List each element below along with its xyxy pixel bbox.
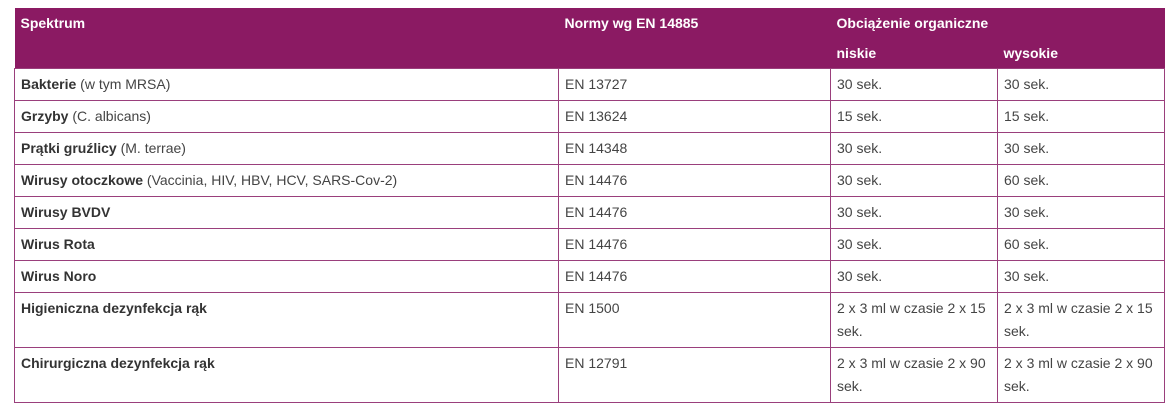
low-load-cell: 30 sek. (830, 260, 998, 293)
table-row: Grzyby (C. albicans) EN 13624 15 sek. 15 se… (14, 100, 1165, 133)
spectrum-table: Spektrum Normy wg EN 14885 Obciążenie or… (14, 8, 1165, 403)
high-load-cell: 2 x 3 ml w czasie 2 x 15 sek. (997, 292, 1165, 348)
norm-cell: EN 12791 (558, 347, 831, 403)
spectrum-note: (w tym MRSA) (80, 76, 171, 92)
header-cell: Obciążenie organiczne (830, 8, 1165, 38)
low-load-cell: 2 x 3 ml w czasie 2 x 15 sek. (830, 292, 998, 348)
header-cell: Spektrum (14, 8, 559, 69)
spectrum-cell: Bakterie (w tym MRSA) (14, 68, 559, 101)
spectrum-name: Chirurgiczna dezynfekcja rąk (21, 355, 215, 371)
spectrum-note: (C. albicans) (72, 108, 151, 124)
low-load-cell: 30 sek. (830, 164, 998, 197)
spectrum-name: Higieniczna dezynfekcja rąk (21, 300, 207, 316)
spectrum-cell: Grzyby (C. albicans) (14, 100, 559, 133)
spectrum-cell: Prątki gruźlicy (M. terrae) (14, 132, 559, 165)
norm-cell: EN 13727 (558, 68, 831, 101)
norm-cell: EN 14476 (558, 260, 831, 293)
norm-cell: EN 14476 (558, 196, 831, 229)
low-load-cell: 30 sek. (830, 68, 998, 101)
header-cell: Normy wg EN 14885 (558, 8, 831, 69)
high-load-cell: 30 sek. (997, 196, 1165, 229)
spectrum-name: Prątki gruźlicy (21, 140, 117, 156)
spectrum-cell: Wirus Noro (14, 260, 559, 293)
table-row: Wirus Noro EN 14476 30 sek. 30 sek. (14, 260, 1165, 293)
table-row: Wirusy otoczkowe (Vaccinia, HIV, HBV, HC… (14, 164, 1165, 197)
norm-cell: EN 13624 (558, 100, 831, 133)
norm-cell: EN 14476 (558, 164, 831, 197)
low-load-cell: 30 sek. (830, 196, 998, 229)
spectrum-name: Wirusy BVDV (21, 204, 111, 220)
spectrum-cell: Higieniczna dezynfekcja rąk (14, 292, 559, 348)
header-cell: niskie (830, 38, 998, 69)
low-load-cell: 15 sek. (830, 100, 998, 133)
table-row: Wirus Rota EN 14476 30 sek. 60 sek. (14, 228, 1165, 261)
spectrum-note: (Vaccinia, HIV, HBV, HCV, SARS-Cov-2) (146, 172, 398, 188)
low-load-cell: 30 sek. (830, 228, 998, 261)
spectrum-name: Wirusy otoczkowe (21, 172, 144, 188)
high-load-cell: 30 sek. (997, 260, 1165, 293)
high-load-cell: 30 sek. (997, 68, 1165, 101)
spectrum-name: Wirus Rota (21, 236, 95, 252)
high-load-cell: 30 sek. (997, 132, 1165, 165)
norm-cell: EN 14476 (558, 228, 831, 261)
spectrum-name: Bakterie (21, 76, 77, 92)
table-body: Bakterie (w tym MRSA) EN 13727 30 sek. 30 s… (14, 68, 1165, 403)
norm-cell: EN 14348 (558, 132, 831, 165)
spectrum-name: Wirus Noro (21, 268, 97, 284)
table-row: Bakterie (w tym MRSA) EN 13727 30 sek. 30 s… (14, 68, 1165, 101)
spectrum-cell: Wirusy BVDV (14, 196, 559, 229)
spectrum-note: (M. terrae) (120, 140, 186, 156)
table-row: Prątki gruźlicy (M. terrae) EN 14348 30 se… (14, 132, 1165, 165)
low-load-cell: 30 sek. (830, 132, 998, 165)
high-load-cell: 60 sek. (997, 228, 1165, 261)
table-row: Wirusy BVDV EN 14476 30 sek. 30 sek. (14, 196, 1165, 229)
high-load-cell: 2 x 3 ml w czasie 2 x 90 sek. (997, 347, 1165, 403)
table-row: Higieniczna dezynfekcja rąk EN 1500 2 x 3 … (14, 292, 1165, 348)
header-cell: wysokie (997, 38, 1165, 69)
spectrum-cell: Wirus Rota (14, 228, 559, 261)
spectrum-cell: Chirurgiczna dezynfekcja rąk (14, 347, 559, 403)
table-row: Chirurgiczna dezynfekcja rąk EN 12791 2 x … (14, 347, 1165, 403)
spectrum-name: Grzyby (21, 108, 69, 124)
low-load-cell: 2 x 3 ml w czasie 2 x 90 sek. (830, 347, 998, 403)
spectrum-cell: Wirusy otoczkowe (Vaccinia, HIV, HBV, HC… (14, 164, 559, 197)
norm-cell: EN 1500 (558, 292, 831, 348)
high-load-cell: 60 sek. (997, 164, 1165, 197)
high-load-cell: 15 sek. (997, 100, 1165, 133)
